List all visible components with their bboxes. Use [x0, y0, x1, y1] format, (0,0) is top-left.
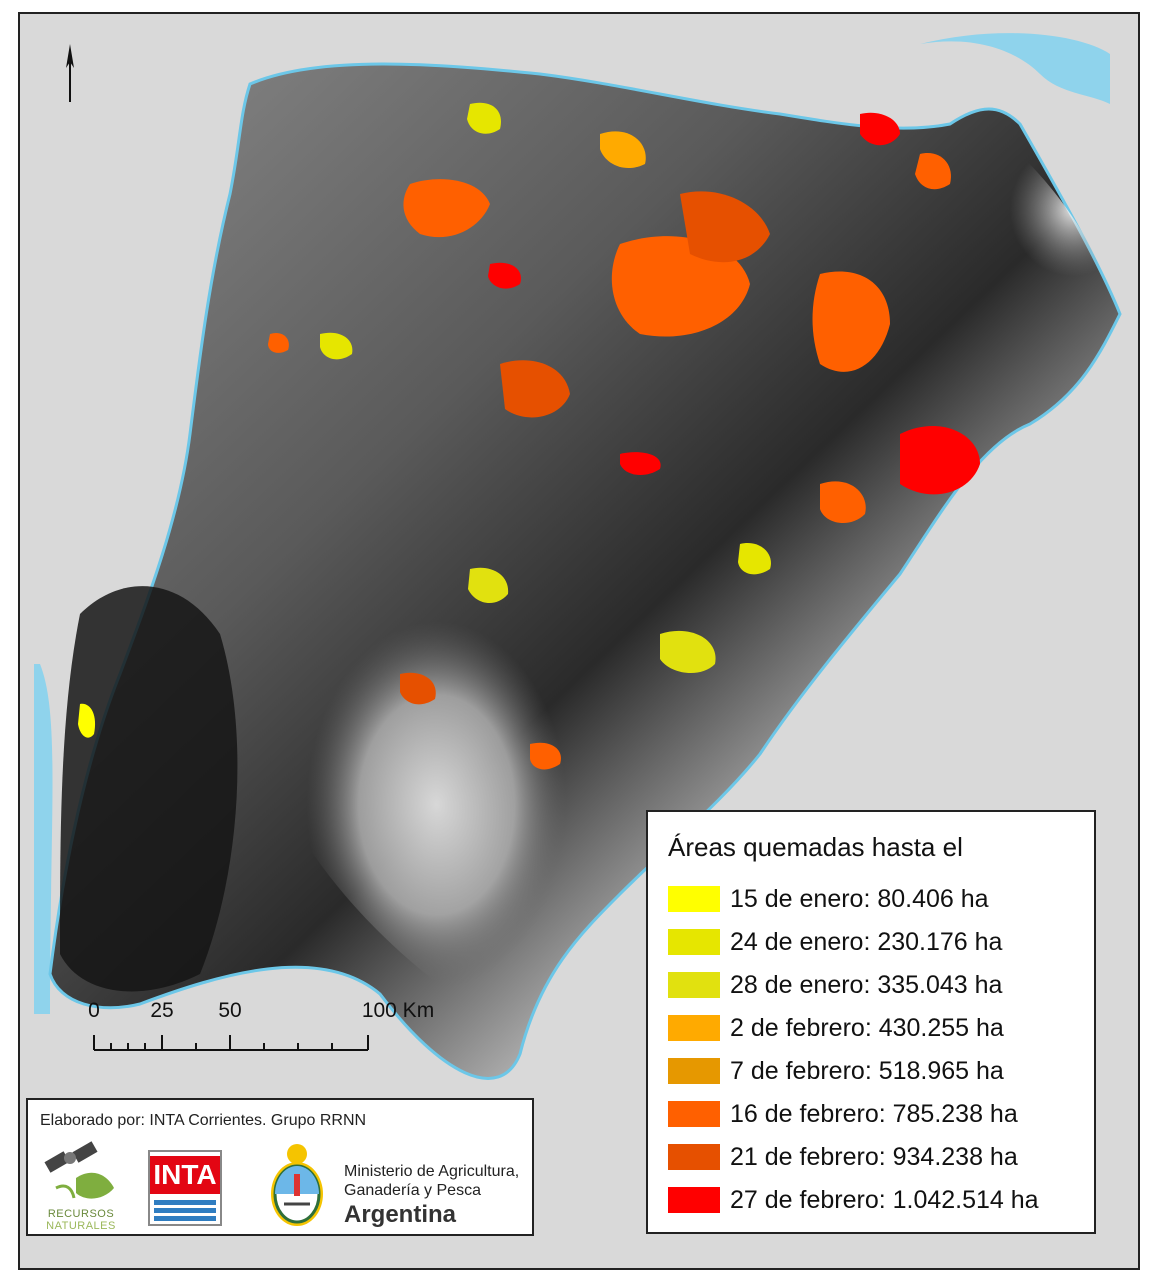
legend-swatch [668, 929, 720, 955]
legend-item-label: 7 de febrero: 518.965 ha [730, 1057, 1004, 1085]
hills-east [860, 130, 1110, 396]
scale-ruler [93, 1035, 369, 1051]
ministerio-line3: Argentina [344, 1201, 457, 1228]
legend-item: 2 de febrero: 430.255 ha [668, 1013, 1088, 1043]
burned-areas [78, 102, 980, 770]
wetland-dark [60, 586, 238, 992]
river-north [920, 33, 1110, 104]
satellite-icon [44, 1141, 114, 1199]
legend-item-label: 2 de febrero: 430.255 ha [730, 1014, 1004, 1042]
rrnn-logo: RECURSOS NATURALES [36, 1138, 126, 1234]
map-frame: 0 25 50 100 Km [18, 12, 1140, 1270]
legend-item: 28 de enero: 335.043 ha [668, 970, 1088, 1000]
rrnn-line1: RECURSOS [47, 1208, 115, 1220]
legend-item: 21 de febrero: 934.238 ha [668, 1142, 1088, 1172]
legend-item: 24 de enero: 230.176 ha [668, 927, 1088, 957]
inta-wordmark: INTA [150, 1156, 220, 1194]
legend-swatch [668, 1015, 720, 1041]
inta-stripe [154, 1208, 216, 1213]
ministerio-line1: Ministerio de Agricultura, [344, 1163, 520, 1180]
inta-logo: INTA [148, 1150, 222, 1226]
scale-tick-50: 50 [218, 999, 242, 1022]
scale-bar: 0 25 50 100 Km [88, 999, 434, 1059]
inta-stripe [154, 1216, 216, 1221]
hills-south [269, 490, 641, 1014]
legend-item-label: 15 de enero: 80.406 ha [730, 885, 989, 913]
legend-box: Áreas quemadas hasta el 15 de enero: 80.… [646, 810, 1096, 1234]
legend-item: 15 de enero: 80.406 ha [668, 884, 1088, 914]
legend-swatch [668, 1144, 720, 1170]
ministerio-logo-text: Ministerio de Agricultura, Ganadería y P… [344, 1162, 519, 1230]
north-arrow-icon [66, 44, 74, 102]
legend-title: Áreas quemadas hasta el [668, 832, 963, 862]
legend-item: 7 de febrero: 518.965 ha [668, 1056, 1088, 1086]
legend-item-label: 24 de enero: 230.176 ha [730, 928, 1003, 956]
legend-item-label: 16 de febrero: 785.238 ha [730, 1100, 1018, 1128]
argentina-coat-of-arms-icon [271, 1144, 323, 1226]
credits-text: Elaborado por: INTA Corrientes. Grupo RR… [40, 1112, 367, 1129]
legend-item-label: 27 de febrero: 1.042.514 ha [730, 1186, 1039, 1214]
rrnn-line2: NATURALES [46, 1220, 116, 1232]
ministerio-line2: Ganadería y Pesca [344, 1182, 481, 1199]
legend-item: 27 de febrero: 1.042.514 ha [668, 1185, 1088, 1215]
legend-swatch [668, 1101, 720, 1127]
legend-swatch [668, 1187, 720, 1213]
legend-swatch [668, 886, 720, 912]
scale-tick-0: 0 [88, 999, 100, 1022]
credits-box: Elaborado por: INTA Corrientes. Grupo RR… [26, 1098, 534, 1236]
scale-tick-100: 100 Km [361, 999, 435, 1022]
legend-item: 16 de febrero: 785.238 ha [668, 1099, 1088, 1129]
map-canvas [34, 33, 1122, 1080]
river-west [34, 664, 53, 1014]
legend-swatch [668, 972, 720, 998]
legend-item-label: 21 de febrero: 934.238 ha [730, 1143, 1018, 1171]
legend-swatch [668, 1058, 720, 1084]
legend-item-label: 28 de enero: 335.043 ha [730, 971, 1003, 999]
scale-tick-25: 25 [150, 999, 174, 1022]
inta-stripe [154, 1200, 216, 1205]
